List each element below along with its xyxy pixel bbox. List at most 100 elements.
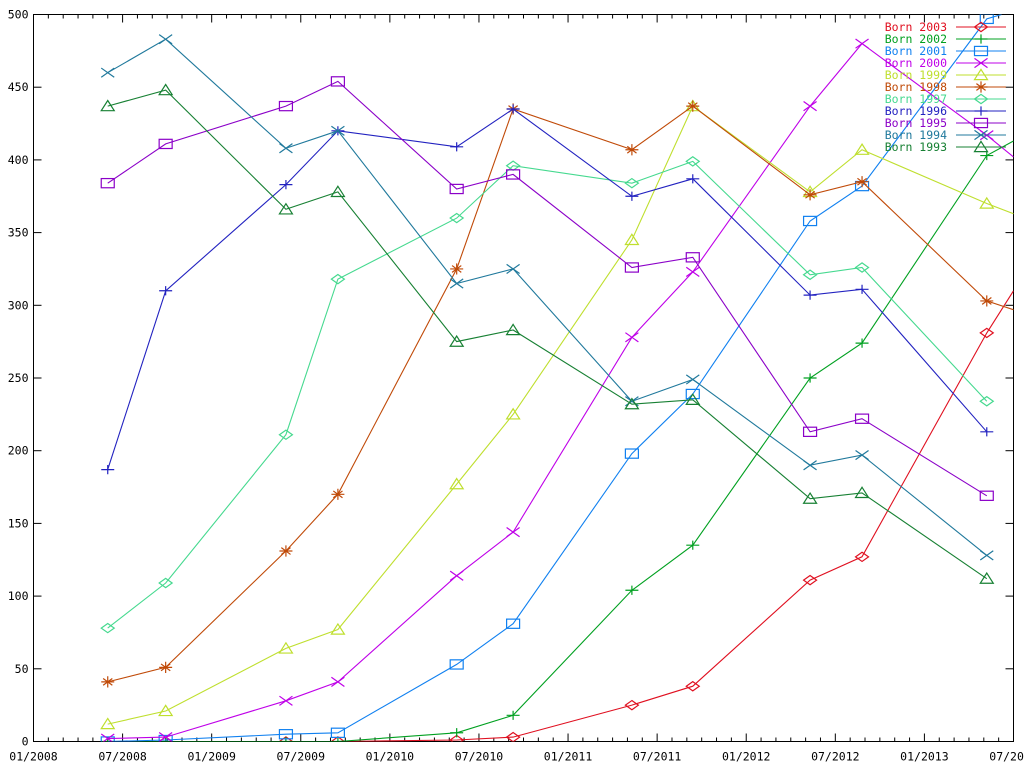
x-marker: [625, 332, 639, 343]
series-born-1995: [100, 76, 994, 501]
square-marker: [158, 734, 173, 742]
y-tick-label: 150: [8, 516, 29, 530]
square-marker: [506, 618, 521, 629]
axis-ticks: [33, 14, 1014, 742]
axis-tick-labels: 01/2008 07/2008 01/2009 07/2009 01/2010 07/20…: [8, 8, 1024, 764]
legend-item-born-1997: Born 1997: [885, 92, 1006, 106]
triangle-marker: [505, 323, 521, 336]
square-marker: [624, 448, 639, 459]
triangle-marker: [624, 233, 640, 246]
square-marker: [449, 659, 464, 670]
square-marker: [973, 45, 989, 57]
plus-marker: [803, 373, 817, 383]
y-tick-label: 50: [15, 662, 29, 676]
triangle-marker: [685, 393, 701, 406]
square-marker: [624, 262, 639, 273]
series-born-1998: [101, 100, 1014, 688]
legend-label-born-1994: Born 1994: [885, 128, 947, 142]
diamond-marker: [685, 156, 701, 167]
legend-item-born-1999: Born 1999: [885, 68, 1006, 82]
x-marker: [974, 129, 988, 141]
diamond-marker: [624, 699, 640, 711]
x-marker: [685, 266, 700, 277]
square-marker: [973, 117, 989, 129]
x-tick-label: 01/2012: [722, 750, 770, 764]
square-marker: [685, 252, 700, 263]
triangle-marker: [330, 622, 346, 635]
plot-frame: [33, 14, 1014, 742]
square-marker: [979, 490, 994, 501]
legend-item-born-2003: Born 2003: [885, 20, 1006, 34]
plus-marker: [331, 736, 345, 742]
plus-marker: [450, 142, 464, 152]
plus-marker: [974, 34, 988, 44]
triangle-marker: [278, 202, 294, 215]
diamond-marker: [449, 212, 465, 224]
triangle-marker: [100, 99, 116, 112]
series-lines: [100, 14, 1014, 742]
x-marker: [158, 34, 173, 45]
triangle-marker: [854, 143, 870, 155]
x-tick-label: 07/2010: [455, 750, 504, 764]
x-marker: [331, 125, 345, 136]
series-born-1997: [100, 156, 995, 634]
triangle-marker: [158, 83, 174, 96]
x-marker: [803, 101, 817, 112]
square-marker: [100, 177, 115, 189]
series-line-born-2000: [107, 42, 1014, 740]
x-marker: [100, 733, 115, 742]
star-marker: [159, 661, 173, 673]
square-marker: [100, 736, 115, 742]
plus-marker: [450, 728, 464, 738]
triangle-marker: [278, 641, 294, 654]
x-tick-label: 01/2010: [366, 750, 415, 764]
x-tick-label: 07/2012: [811, 750, 859, 764]
square-marker: [685, 388, 700, 400]
series-line-born-1995: [107, 80, 988, 497]
plus-marker: [625, 191, 639, 201]
y-tick-label: 0: [22, 735, 29, 749]
x-marker: [855, 449, 869, 461]
x-tick-label: 01/2008: [9, 750, 58, 764]
series-line-born-1993: [107, 89, 988, 580]
square-marker: [979, 14, 994, 25]
diamond-marker: [278, 736, 294, 742]
star-marker: [974, 81, 988, 93]
triangle-marker: [505, 407, 521, 420]
diamond-marker: [979, 327, 995, 339]
diamond-marker: [158, 577, 174, 589]
triangle-marker: [802, 491, 818, 504]
triangle-marker: [624, 397, 640, 410]
series-line-born-2002: [107, 140, 1014, 742]
x-marker: [158, 732, 173, 742]
legend-label-born-1998: Born 1998: [885, 80, 947, 94]
diamond-marker: [100, 622, 116, 634]
legend-label-born-2003: Born 2003: [885, 20, 947, 34]
legend-label-born-2002: Born 2002: [885, 32, 947, 46]
series-born-1994: [100, 34, 994, 561]
plus-marker: [101, 465, 115, 475]
y-tick-label: 500: [8, 8, 29, 22]
y-tick-label: 250: [8, 371, 29, 385]
diamond-marker: [973, 21, 989, 33]
triangle-marker: [973, 68, 989, 81]
square-marker: [802, 215, 818, 227]
series-born-1993: [100, 83, 995, 584]
plus-marker: [980, 150, 994, 161]
y-tick-label: 450: [8, 80, 29, 94]
plus-marker: [855, 338, 869, 348]
plus-marker: [159, 736, 173, 742]
triangle-marker: [449, 334, 465, 347]
diamond-marker: [624, 177, 640, 189]
legend-label-born-1997: Born 1997: [885, 92, 947, 106]
triangle-marker: [330, 185, 346, 198]
y-tick-label: 100: [8, 589, 29, 603]
plus-marker: [159, 286, 173, 296]
plus-marker: [974, 106, 988, 116]
series-line-born-1999: [107, 105, 1014, 725]
series-line-born-1997: [107, 160, 988, 629]
plus-marker: [686, 540, 700, 550]
series-line-born-2003: [165, 290, 1014, 742]
